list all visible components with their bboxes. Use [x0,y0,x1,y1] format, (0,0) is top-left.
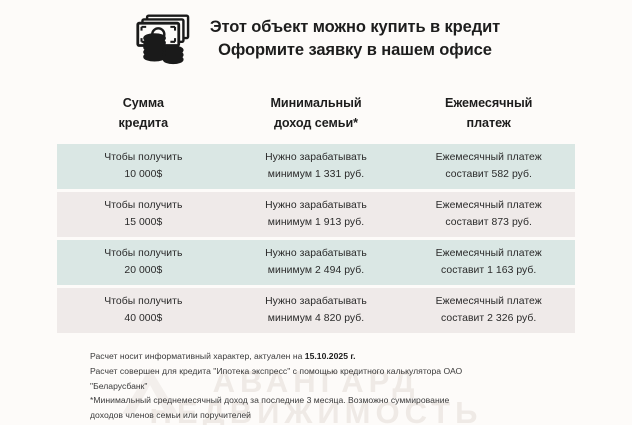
column-header-monthly-payment-line-1: Ежемесячный [444,96,533,110]
cell-minimum-income: Нужно зарабатывать минимум 1 331 руб. [265,152,367,180]
cell-monthly-payment: Ежемесячный платеж составит 2 326 руб. [435,296,542,324]
column-header-minimum-income: Минимальный доход семьи* [230,94,403,133]
money-banknotes-coins-icon [136,14,190,65]
credit-table-body: Чтобы получить 10 000$ Нужно зарабатыват… [57,144,575,334]
table-row: Чтобы получить 10 000$ Нужно зарабатыват… [57,144,575,190]
footnote-line-5: доходов членов семьи или поручителей [90,410,251,421]
footnote-line-3: "Беларусбанк" [90,380,148,391]
cell-loan-amount: Чтобы получить 20 000$ [104,248,183,276]
column-header-minimum-income-line-2: доход семьи* [273,115,359,130]
cell-monthly-payment: Ежемесячный платеж составит 873 руб. [435,200,542,228]
cell-loan-amount: Чтобы получить 40 000$ [104,296,183,324]
column-header-loan-amount-line-2: кредита [118,115,169,130]
cell-loan-amount: Чтобы получить 15 000$ [104,200,183,228]
promo-title-line-2: Оформите заявку в нашем офисе [218,41,492,59]
footnote-date: 15.10.2025 г. [304,351,356,361]
column-header-loan-amount-line-1: Сумма [122,96,164,110]
cell-monthly-payment: Ежемесячный платеж составит 1 163 руб. [435,248,542,276]
column-header-monthly-payment: Ежемесячный платеж [402,94,575,133]
footnote-line-4: *Минимальный среднемесячный доход за пос… [90,395,450,406]
promo-title-line-1: Этот объект можно купить в кредит [209,17,501,36]
credit-table-header-row: Сумма кредита Минимальный доход семьи* Е… [57,94,575,144]
credit-table: Сумма кредита Минимальный доход семьи* Е… [57,94,575,334]
footnote-line-1: Расчет носит информативный характер, акт… [90,349,560,364]
footnote: Расчет носит информативный характер, акт… [90,349,560,423]
cell-minimum-income: Нужно зарабатывать минимум 1 913 руб. [265,200,367,228]
cell-minimum-income: Нужно зарабатывать минимум 2 494 руб. [265,248,367,276]
column-header-monthly-payment-line-2: платеж [466,115,511,130]
footnote-line-1-prefix: Расчет носит информативный характер, акт… [90,351,305,361]
column-header-loan-amount: Сумма кредита [57,94,230,133]
table-row: Чтобы получить 20 000$ Нужно зарабатыват… [57,240,575,286]
table-row: Чтобы получить 15 000$ Нужно зарабатыват… [57,192,575,238]
promo-header: Этот объект можно купить в кредит Оформи… [0,12,632,66]
cell-minimum-income: Нужно зарабатывать минимум 4 820 руб. [265,296,367,324]
cell-monthly-payment: Ежемесячный платеж составит 582 руб. [435,152,542,180]
footnote-line-2: Расчет совершен для кредита "Ипотека экс… [90,365,463,376]
promo-title: Этот объект можно купить в кредит Оформи… [210,16,500,63]
table-row: Чтобы получить 40 000$ Нужно зарабатыват… [57,288,575,334]
cell-loan-amount: Чтобы получить 10 000$ [104,152,183,180]
column-header-minimum-income-line-1: Минимальный [270,96,362,110]
